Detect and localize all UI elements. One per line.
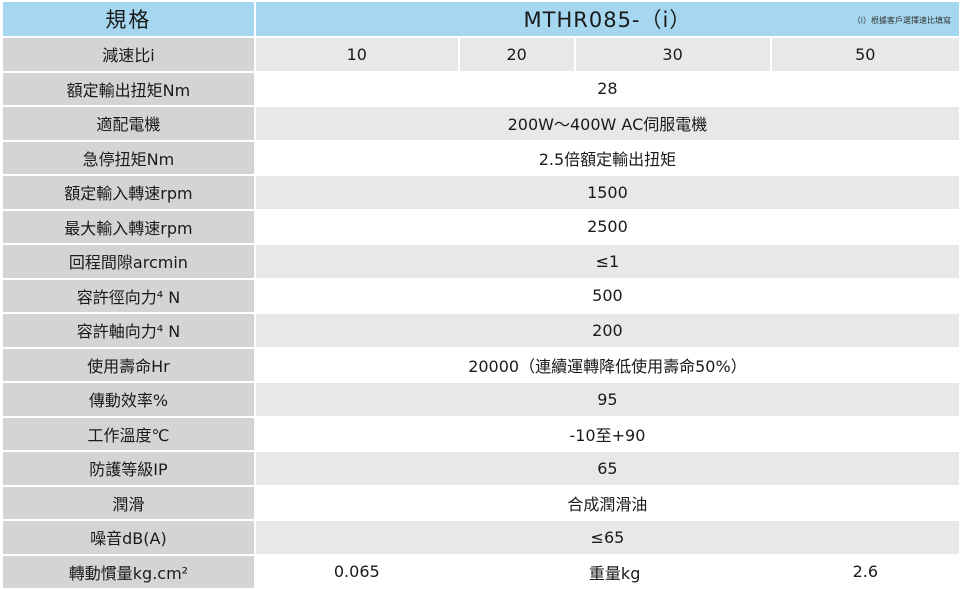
spec-row-label: 潤滑 [3,487,256,522]
spec-row-label: 防護等級IP [3,452,256,487]
weight-value: 2.6 [772,556,961,590]
spec-row-label: 使用壽命Hr [3,349,256,384]
spec-row: 工作溫度℃-10至+90 [3,418,961,453]
spec-row-label: 回程間隙arcmin [3,245,256,280]
ratio-value-3: 30 [576,38,772,73]
spec-row-label: 工作溫度℃ [3,418,256,453]
spec-row-value: 2.5倍額定輸出扭矩 [256,142,961,177]
spec-row-label: 傳動效率% [3,383,256,418]
ratio-value-2: 20 [460,38,576,73]
spec-row-value: ≤1 [256,245,961,280]
spec-row-label: 容許軸向力⁴ N [3,314,256,349]
weight-label: 重量kg [460,556,772,590]
model-name: MTHR085-（i） [524,8,692,32]
spec-row-label: 適配電機 [3,107,256,142]
ratio-label: 減速比i [3,38,256,73]
inertia-label: 轉動慣量kg.cm² [3,556,256,590]
spec-row-label: 噪音dB(A) [3,521,256,556]
spec-row-value: 2500 [256,211,961,246]
model-note: （i）根據客戶選擇速比填寫 [853,15,951,26]
spec-row-value: 20000（連續運轉降低使用壽命50%） [256,349,961,384]
spec-row-value: 28 [256,73,961,108]
spec-row-value: 200 [256,314,961,349]
model-cell: MTHR085-（i） （i）根據客戶選擇速比填寫 [256,2,961,38]
spec-row-value: 合成潤滑油 [256,487,961,522]
spec-row: 噪音dB(A)≤65 [3,521,961,556]
spec-row-value: -10至+90 [256,418,961,453]
spec-row-label: 最大輸入轉速rpm [3,211,256,246]
spec-row-value: 95 [256,383,961,418]
spec-row-value: 200W～400W AC伺服電機 [256,107,961,142]
spec-row-label: 急停扭矩Nm [3,142,256,177]
spec-row-label: 容許徑向力⁴ N [3,280,256,315]
spec-row: 潤滑合成潤滑油 [3,487,961,522]
ratio-value-1: 10 [256,38,460,73]
ratio-value-4: 50 [772,38,961,73]
spec-row-value: 500 [256,280,961,315]
spec-row: 回程間隙arcmin≤1 [3,245,961,280]
spec-row-label: 額定輸出扭矩Nm [3,73,256,108]
spec-row-value: 1500 [256,176,961,211]
spec-row-label: 額定輸入轉速rpm [3,176,256,211]
header-row: 規格 MTHR085-（i） （i）根據客戶選擇速比填寫 [3,2,961,38]
inertia-value: 0.065 [256,556,460,590]
spec-header-label: 規格 [3,2,256,38]
spec-row: 傳動效率%95 [3,383,961,418]
spec-row-value: ≤65 [256,521,961,556]
spec-row-value: 65 [256,452,961,487]
